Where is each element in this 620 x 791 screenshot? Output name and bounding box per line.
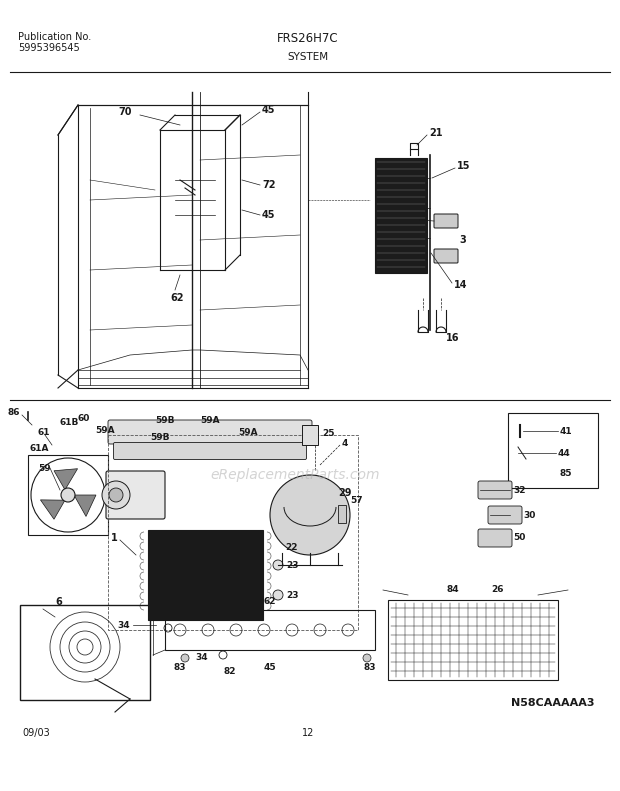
Text: 26: 26	[492, 585, 504, 595]
Text: 70: 70	[118, 107, 132, 117]
Circle shape	[102, 481, 130, 509]
Bar	[148, 530, 263, 620]
Text: 60: 60	[78, 414, 91, 422]
Bar	[165, 610, 375, 650]
Bar	[508, 413, 598, 488]
Text: 83: 83	[174, 664, 186, 672]
Circle shape	[109, 488, 123, 502]
Text: 15: 15	[457, 161, 471, 171]
Text: 23: 23	[286, 591, 298, 600]
Bar	[302, 425, 318, 445]
Text: 41: 41	[560, 426, 573, 436]
Text: 45: 45	[262, 105, 275, 115]
Text: 34: 34	[195, 653, 208, 663]
Text: 1: 1	[111, 533, 118, 543]
Text: 30: 30	[523, 510, 536, 520]
Bar	[20, 605, 150, 700]
Text: 34: 34	[117, 620, 130, 630]
Text: 23: 23	[286, 561, 298, 570]
Text: 29: 29	[338, 488, 352, 498]
Text: 57: 57	[350, 495, 363, 505]
Bar	[375, 158, 427, 273]
Bar	[338, 505, 346, 523]
Text: 45: 45	[262, 210, 275, 220]
Text: 59A: 59A	[95, 426, 115, 434]
Text: 32: 32	[513, 486, 526, 494]
Text: 09/03: 09/03	[22, 728, 50, 738]
Text: SYSTEM: SYSTEM	[288, 52, 329, 62]
Circle shape	[273, 590, 283, 600]
Text: FRS26H7C: FRS26H7C	[277, 32, 339, 45]
Text: 86: 86	[7, 407, 20, 417]
FancyBboxPatch shape	[113, 442, 306, 460]
Text: 21: 21	[429, 128, 443, 138]
Text: 44: 44	[558, 448, 571, 457]
Text: 72: 72	[262, 180, 275, 190]
Text: 3: 3	[459, 235, 466, 245]
Text: 59B: 59B	[155, 415, 175, 425]
Text: 4: 4	[342, 438, 348, 448]
Text: 83: 83	[364, 664, 376, 672]
Text: 14: 14	[454, 280, 467, 290]
FancyBboxPatch shape	[434, 249, 458, 263]
FancyBboxPatch shape	[478, 481, 512, 499]
Text: 50: 50	[513, 533, 525, 543]
Text: 59A: 59A	[238, 427, 258, 437]
FancyBboxPatch shape	[478, 529, 512, 547]
Text: 84: 84	[446, 585, 459, 595]
Circle shape	[363, 654, 371, 662]
Circle shape	[181, 654, 189, 662]
FancyBboxPatch shape	[108, 420, 312, 444]
Text: 6: 6	[55, 597, 62, 607]
Text: 12: 12	[302, 728, 314, 738]
Text: 16: 16	[446, 333, 459, 343]
Text: 45: 45	[264, 664, 277, 672]
Text: N58CAAAAA3: N58CAAAAA3	[512, 698, 595, 708]
Text: 59B: 59B	[150, 433, 170, 441]
Text: 61B: 61B	[60, 418, 79, 426]
Bar	[108, 435, 358, 630]
Polygon shape	[74, 495, 96, 517]
Text: eReplacementParts.com: eReplacementParts.com	[210, 468, 379, 482]
Text: 22: 22	[285, 543, 298, 552]
Bar	[28, 455, 108, 535]
Circle shape	[61, 488, 75, 502]
Text: 85: 85	[560, 468, 572, 478]
Text: 62: 62	[264, 597, 277, 607]
Text: 59: 59	[38, 464, 51, 472]
Text: 5995396545: 5995396545	[18, 43, 80, 53]
FancyBboxPatch shape	[106, 471, 165, 519]
Text: 61A: 61A	[30, 444, 50, 452]
Text: 59A: 59A	[200, 415, 220, 425]
Text: 61: 61	[38, 427, 50, 437]
Bar	[388, 600, 558, 680]
FancyBboxPatch shape	[488, 506, 522, 524]
Text: Publication No.: Publication No.	[18, 32, 91, 42]
Circle shape	[273, 560, 283, 570]
Polygon shape	[54, 469, 78, 490]
FancyBboxPatch shape	[434, 214, 458, 228]
Polygon shape	[40, 500, 65, 519]
Circle shape	[270, 475, 350, 555]
Text: 82: 82	[224, 668, 236, 676]
Text: 25: 25	[322, 429, 335, 437]
Text: 62: 62	[170, 293, 184, 303]
